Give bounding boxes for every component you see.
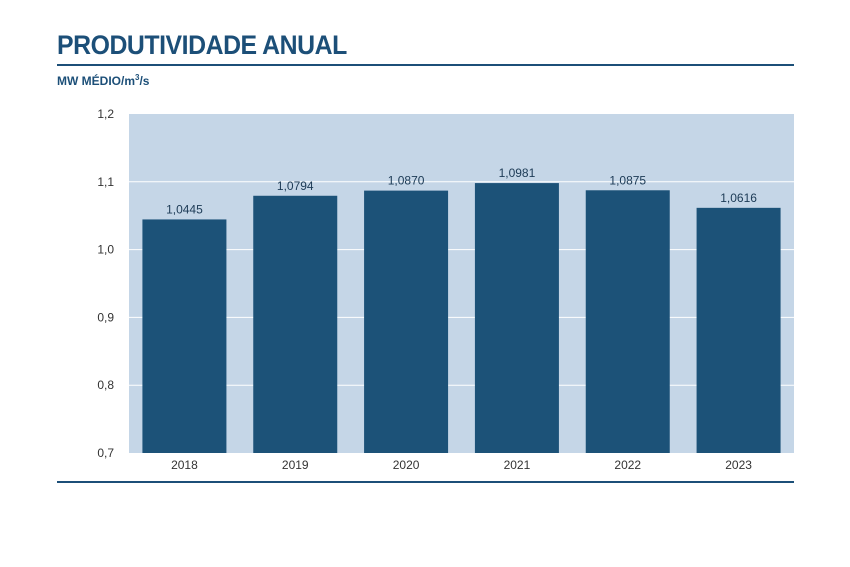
bottom-divider <box>57 481 794 483</box>
y-axis-ticks: 0,7 0,8 0,9 1,0 1,1 1,2 <box>97 107 114 460</box>
data-label: 1,0870 <box>388 174 425 188</box>
unit-suffix: /s <box>139 74 150 88</box>
x-tick-label: 2022 <box>614 458 641 472</box>
unit-superscript: 3 <box>135 73 140 82</box>
plot-area <box>129 114 794 453</box>
bar-2019 <box>253 195 338 454</box>
x-axis-labels: 2018 2019 2020 2021 2022 2023 <box>171 458 752 472</box>
data-labels: 1,0445 1,0794 1,0870 1,0981 1,0875 1,0616 <box>166 166 757 216</box>
data-label: 1,0616 <box>720 191 757 205</box>
x-tick-label: 2021 <box>504 458 531 472</box>
bar-2020 <box>364 190 449 453</box>
data-label: 1,0875 <box>609 173 646 187</box>
data-label: 1,0445 <box>166 202 203 216</box>
data-label: 1,0794 <box>277 179 314 193</box>
unit-label: MW MÉDIO/m3/s <box>57 73 149 88</box>
x-tick-label: 2020 <box>393 458 420 472</box>
data-label: 1,0981 <box>499 166 536 180</box>
y-tick-label: 0,8 <box>97 378 114 392</box>
bar-2018 <box>142 219 227 453</box>
bar-2022 <box>585 190 670 453</box>
y-tick-label: 1,1 <box>97 175 114 189</box>
unit-prefix: MW MÉDIO/m <box>57 74 135 88</box>
chart-title: PRODUTIVIDADE ANUAL <box>57 30 347 60</box>
y-tick-label: 1,0 <box>97 243 114 257</box>
y-tick-label: 1,2 <box>97 107 114 121</box>
gridlines <box>129 181 794 386</box>
title-divider <box>57 64 794 66</box>
bars <box>142 183 781 454</box>
x-tick-label: 2019 <box>282 458 309 472</box>
x-tick-label: 2023 <box>725 458 752 472</box>
x-tick-label: 2018 <box>171 458 198 472</box>
bar-2021 <box>474 183 559 453</box>
y-tick-label: 0,9 <box>97 310 114 324</box>
bar-2023 <box>696 207 781 453</box>
y-tick-label: 0,7 <box>97 446 114 460</box>
